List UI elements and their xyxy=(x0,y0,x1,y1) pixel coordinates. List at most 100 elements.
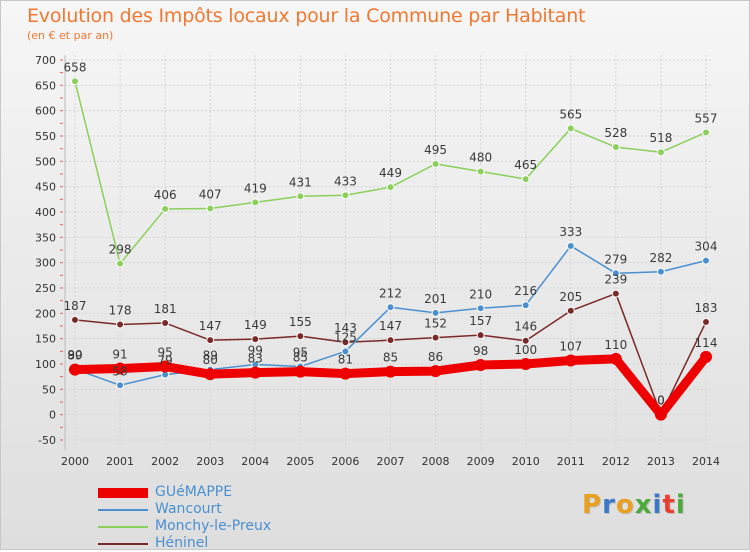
x-tick-label: 2011 xyxy=(557,455,585,468)
data-point xyxy=(341,191,350,200)
data-point xyxy=(476,331,485,340)
legend-label: GUéMAPPE xyxy=(155,484,233,500)
data-point xyxy=(341,347,350,356)
data-label: 125 xyxy=(334,330,357,344)
y-tick-label: 700 xyxy=(35,54,56,67)
y-tick-label: 300 xyxy=(35,257,56,270)
y-tick-label: 0 xyxy=(49,409,56,422)
data-label: 557 xyxy=(695,111,718,125)
legend: GUéMAPPE Wancourt Monchy-le-Preux Héninel xyxy=(98,484,271,552)
x-tick-label: 2001 xyxy=(106,455,134,468)
data-label: 149 xyxy=(244,318,267,332)
data-label: 187 xyxy=(64,299,87,313)
data-label: 80 xyxy=(203,353,218,367)
data-label: 298 xyxy=(109,243,132,257)
data-label: 100 xyxy=(514,343,537,357)
data-point xyxy=(71,315,79,324)
data-label: 89 xyxy=(67,349,82,363)
data-label: 333 xyxy=(559,225,582,239)
data-label: 85 xyxy=(383,351,398,365)
data-point xyxy=(386,183,395,192)
x-tick-label: 2014 xyxy=(692,455,720,468)
data-label: 528 xyxy=(604,126,627,140)
data-label: 407 xyxy=(199,187,222,201)
data-point xyxy=(206,336,215,345)
data-label: 143 xyxy=(334,321,357,335)
data-label: 480 xyxy=(469,150,492,164)
y-tick-label: 650 xyxy=(35,79,56,92)
y-tick-label: 400 xyxy=(35,206,56,219)
data-point xyxy=(702,128,710,137)
legend-item: Héninel xyxy=(98,535,271,552)
x-tick-label: 2007 xyxy=(377,455,405,468)
legend-swatch xyxy=(98,542,148,545)
legend-label: Héninel xyxy=(155,535,209,551)
data-point xyxy=(116,320,125,329)
y-tick-label: 600 xyxy=(35,105,56,118)
data-label: 216 xyxy=(514,284,537,298)
data-point xyxy=(206,204,215,213)
y-tick-label: 250 xyxy=(35,282,56,295)
data-point xyxy=(519,358,532,370)
data-point xyxy=(611,269,620,278)
data-label: 304 xyxy=(695,240,718,254)
data-label: 0 xyxy=(657,394,665,408)
legend-swatch xyxy=(98,487,148,498)
data-label: 79 xyxy=(158,354,173,368)
legend-label: Monchy-le-Preux xyxy=(155,518,272,534)
data-point xyxy=(294,365,307,378)
x-tick-label: 2009 xyxy=(467,455,495,468)
data-point xyxy=(521,301,530,310)
x-tick-label: 2005 xyxy=(286,455,314,468)
data-point xyxy=(384,365,397,378)
data-point xyxy=(474,359,487,372)
data-point xyxy=(386,336,395,345)
data-label: 239 xyxy=(604,273,627,287)
data-point xyxy=(656,267,665,276)
data-label: 147 xyxy=(199,319,222,333)
data-point xyxy=(431,333,440,342)
data-label: 157 xyxy=(469,314,492,328)
data-point xyxy=(431,308,440,317)
data-label: 419 xyxy=(244,181,267,195)
data-point xyxy=(702,317,710,326)
data-label: 91 xyxy=(112,348,127,362)
data-point xyxy=(116,259,125,268)
data-label: 495 xyxy=(424,143,447,157)
y-tick-label: 200 xyxy=(35,307,56,320)
data-label: 99 xyxy=(248,344,263,358)
data-point xyxy=(296,192,305,201)
data-point xyxy=(161,204,170,213)
y-tick-label: 550 xyxy=(35,130,56,143)
data-point xyxy=(161,318,170,327)
data-point xyxy=(611,143,620,152)
data-point xyxy=(431,159,440,168)
x-tick-label: 2013 xyxy=(647,455,675,468)
data-point xyxy=(476,167,485,176)
data-label: 83 xyxy=(248,352,263,366)
data-label: 0 xyxy=(657,394,665,408)
x-tick-label: 2002 xyxy=(151,455,179,468)
data-label: 183 xyxy=(695,301,718,315)
data-label: 114 xyxy=(695,336,718,350)
data-point xyxy=(654,408,667,421)
y-tick-label: 150 xyxy=(35,333,56,346)
data-label: 86 xyxy=(428,350,443,364)
data-point xyxy=(339,367,352,380)
data-label: 279 xyxy=(604,252,627,266)
x-tick-label: 2010 xyxy=(512,455,540,468)
data-point xyxy=(611,289,620,298)
data-label: 181 xyxy=(154,302,177,316)
proxiti-logo: Proxiti xyxy=(582,490,686,520)
legend-item: GUéMAPPE xyxy=(98,484,271,501)
data-point xyxy=(566,241,575,250)
x-tick-label: 2004 xyxy=(241,455,269,468)
y-tick-label: 450 xyxy=(35,181,56,194)
data-point xyxy=(609,352,622,365)
data-label: 518 xyxy=(649,131,672,145)
data-label: 98 xyxy=(473,344,488,358)
legend-label: Wancourt xyxy=(155,501,222,517)
data-label: 107 xyxy=(559,339,582,353)
legend-swatch xyxy=(98,508,148,511)
